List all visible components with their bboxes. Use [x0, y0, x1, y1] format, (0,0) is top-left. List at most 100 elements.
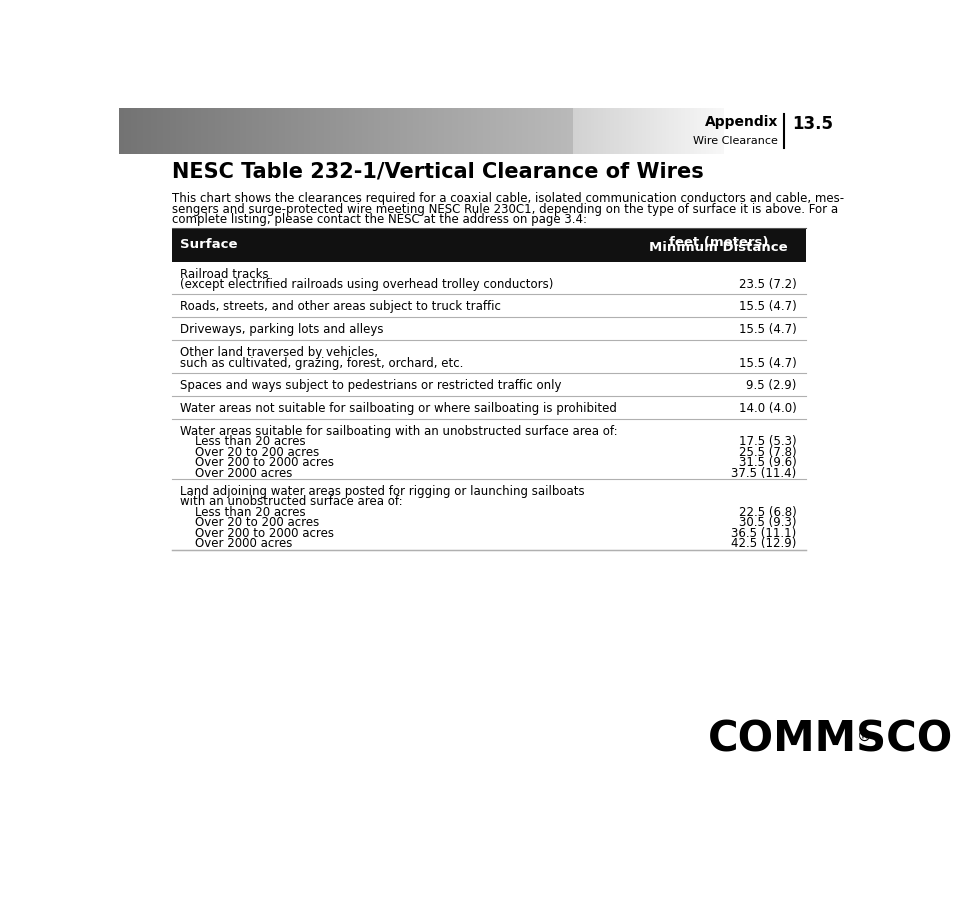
- Bar: [235, 108, 236, 154]
- Bar: [517, 108, 519, 154]
- Text: 31.5 (9.6): 31.5 (9.6): [738, 456, 796, 469]
- Bar: [490, 108, 492, 154]
- Bar: [680, 108, 682, 154]
- Text: 37.5 (11.4): 37.5 (11.4): [731, 467, 796, 480]
- Bar: [670, 108, 672, 154]
- Bar: [179, 108, 181, 154]
- Bar: [217, 108, 218, 154]
- Bar: [273, 108, 274, 154]
- Bar: [662, 108, 664, 154]
- Bar: [387, 108, 389, 154]
- Bar: [354, 108, 355, 154]
- Bar: [497, 108, 498, 154]
- Bar: [571, 108, 573, 154]
- Bar: [360, 108, 362, 154]
- Bar: [688, 108, 690, 154]
- Bar: [394, 108, 395, 154]
- Bar: [500, 108, 502, 154]
- Bar: [652, 108, 654, 154]
- Bar: [580, 108, 582, 154]
- Bar: [193, 108, 194, 154]
- Bar: [604, 108, 606, 154]
- Text: 23.5 (7.2): 23.5 (7.2): [738, 278, 796, 291]
- Bar: [178, 108, 180, 154]
- Bar: [477, 108, 479, 154]
- Text: 14.0 (4.0): 14.0 (4.0): [738, 402, 796, 415]
- Bar: [326, 108, 327, 154]
- Text: Less than 20 acres: Less than 20 acres: [179, 506, 305, 519]
- Bar: [378, 108, 380, 154]
- Bar: [173, 108, 175, 154]
- Bar: [309, 108, 311, 154]
- Bar: [364, 108, 366, 154]
- Text: 22.5 (6.8): 22.5 (6.8): [738, 506, 796, 519]
- Bar: [142, 108, 144, 154]
- Bar: [134, 108, 136, 154]
- Bar: [527, 108, 529, 154]
- Bar: [256, 108, 258, 154]
- Bar: [599, 108, 601, 154]
- Bar: [643, 108, 645, 154]
- Text: Roads, streets, and other areas subject to truck traffic: Roads, streets, and other areas subject …: [179, 300, 500, 313]
- Text: 17.5 (5.3): 17.5 (5.3): [739, 436, 796, 448]
- Bar: [375, 108, 376, 154]
- Text: sengers and surge-protected wire meeting NESC Rule 230C1, depending on the type : sengers and surge-protected wire meeting…: [172, 203, 837, 216]
- Bar: [426, 108, 428, 154]
- Bar: [294, 108, 295, 154]
- Bar: [305, 108, 307, 154]
- Bar: [459, 108, 461, 154]
- Bar: [721, 108, 723, 154]
- Bar: [196, 108, 198, 154]
- Bar: [611, 108, 612, 154]
- Text: Over 20 to 200 acres: Over 20 to 200 acres: [179, 445, 318, 459]
- Bar: [146, 108, 148, 154]
- Bar: [161, 108, 163, 154]
- Text: 36.5 (11.1): 36.5 (11.1): [731, 526, 796, 540]
- Bar: [553, 108, 555, 154]
- Bar: [342, 108, 344, 154]
- Bar: [160, 108, 162, 154]
- Bar: [697, 108, 698, 154]
- Text: 30.5 (9.3): 30.5 (9.3): [739, 516, 796, 529]
- Bar: [369, 108, 371, 154]
- Bar: [543, 108, 544, 154]
- Bar: [432, 108, 434, 154]
- Bar: [220, 108, 222, 154]
- Bar: [357, 108, 358, 154]
- Bar: [200, 108, 202, 154]
- Text: Land adjoining water areas posted for rigging or launching sailboats: Land adjoining water areas posted for ri…: [179, 485, 583, 498]
- Bar: [549, 108, 551, 154]
- Bar: [537, 108, 538, 154]
- Bar: [466, 108, 467, 154]
- Bar: [418, 108, 420, 154]
- Bar: [535, 108, 537, 154]
- Bar: [303, 108, 304, 154]
- Bar: [337, 108, 339, 154]
- Bar: [568, 108, 570, 154]
- Bar: [635, 108, 637, 154]
- Bar: [457, 108, 459, 154]
- Bar: [430, 108, 431, 154]
- Bar: [404, 108, 406, 154]
- Bar: [428, 108, 430, 154]
- Bar: [254, 108, 256, 154]
- Bar: [240, 108, 241, 154]
- Bar: [267, 108, 268, 154]
- Bar: [363, 108, 365, 154]
- Bar: [703, 108, 705, 154]
- Bar: [530, 108, 532, 154]
- Bar: [201, 108, 203, 154]
- Bar: [458, 108, 460, 154]
- Bar: [172, 373, 805, 396]
- Bar: [262, 108, 263, 154]
- Bar: [545, 108, 547, 154]
- Text: Water areas suitable for sailboating with an unobstructed surface area of:: Water areas suitable for sailboating wit…: [179, 425, 617, 438]
- Bar: [616, 108, 618, 154]
- Bar: [336, 108, 338, 154]
- Bar: [658, 108, 659, 154]
- Bar: [395, 108, 396, 154]
- Bar: [531, 108, 533, 154]
- Bar: [280, 108, 281, 154]
- Bar: [340, 108, 342, 154]
- Bar: [624, 108, 625, 154]
